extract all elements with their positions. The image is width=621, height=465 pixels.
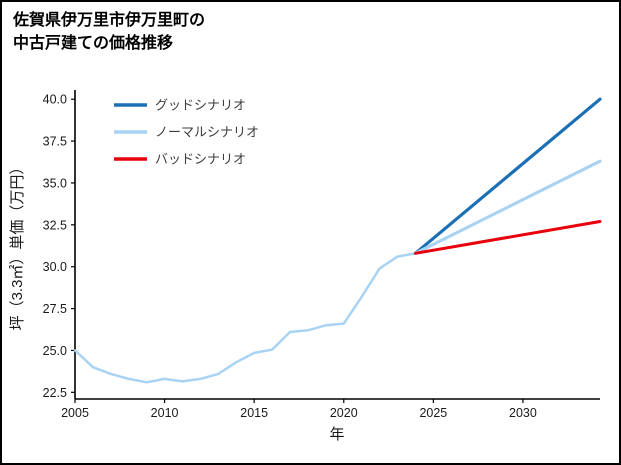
y-tick-label: 30.0 bbox=[43, 260, 67, 274]
y-tick-label: 40.0 bbox=[43, 93, 67, 107]
legend-label-good: グッドシナリオ bbox=[155, 98, 246, 113]
series-line-bad bbox=[413, 220, 602, 255]
x-tick-label: 2015 bbox=[240, 406, 268, 420]
y-tick-label: 27.5 bbox=[43, 302, 67, 316]
y-tick-label: 22.5 bbox=[43, 386, 67, 400]
y-tick-label: 32.5 bbox=[43, 218, 67, 232]
chart-title-line2: 中古戸建ての価格推移 bbox=[13, 35, 174, 53]
x-tick-label: 2030 bbox=[509, 406, 537, 420]
chart-title-line1: 佐賀県伊万里市伊万里町の bbox=[13, 12, 206, 29]
legend-label-bad: バッドシナリオ bbox=[155, 152, 246, 167]
series-line-history bbox=[73, 252, 417, 384]
series-line-normal bbox=[413, 159, 602, 255]
x-tick-label: 2005 bbox=[61, 406, 89, 420]
x-axis-label: 年 bbox=[329, 426, 344, 443]
x-tick-label: 2025 bbox=[419, 406, 447, 420]
y-axis-label: 坪（3.3㎡）単価（万円） bbox=[9, 160, 26, 331]
y-tick-label: 25.0 bbox=[43, 344, 67, 358]
legend-label-normal: ノーマルシナリオ bbox=[155, 125, 259, 140]
y-tick-label: 37.5 bbox=[43, 135, 67, 149]
chart-title: 佐賀県伊万里市伊万里町の 中古戸建ての価格推移 bbox=[13, 9, 205, 55]
x-tick-label: 2010 bbox=[151, 406, 179, 420]
y-tick-label: 35.0 bbox=[43, 176, 67, 190]
x-tick-label: 2020 bbox=[330, 406, 358, 420]
series-line-good bbox=[413, 97, 602, 255]
